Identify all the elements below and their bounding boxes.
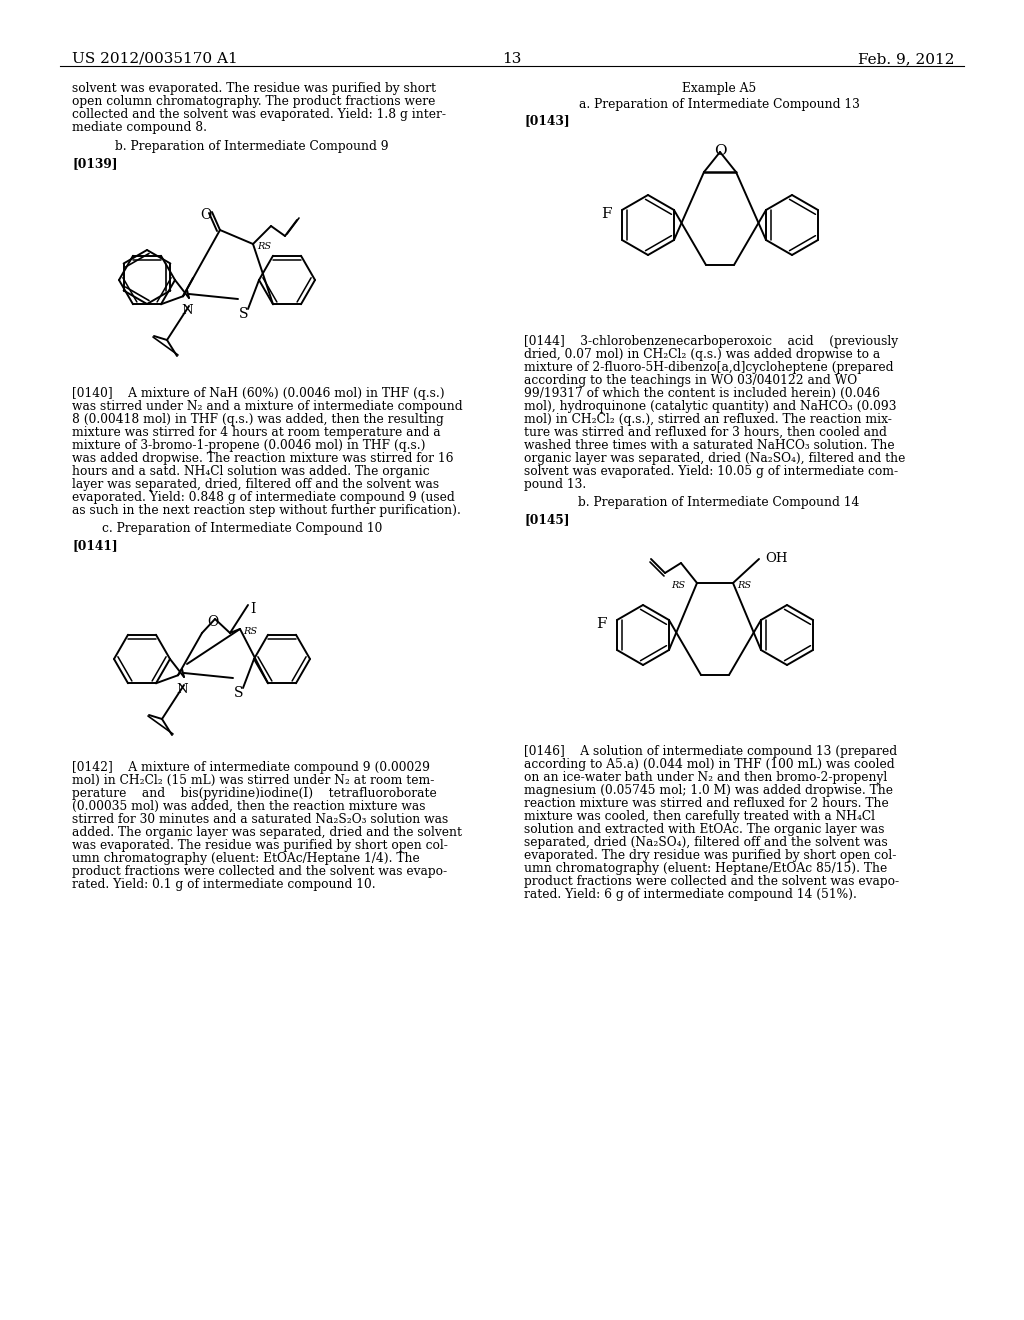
Text: 99/19317 of which the content is included herein) (0.046: 99/19317 of which the content is include… [524, 387, 880, 400]
Text: [0141]: [0141] [72, 539, 118, 552]
Text: a. Preparation of Intermediate Compound 13: a. Preparation of Intermediate Compound … [579, 98, 859, 111]
Text: product fractions were collected and the solvent was evapo-: product fractions were collected and the… [72, 865, 447, 878]
Text: RS: RS [243, 627, 257, 636]
Text: O: O [208, 615, 219, 630]
Text: was added dropwise. The reaction mixture was stirred for 16: was added dropwise. The reaction mixture… [72, 451, 454, 465]
Text: as such in the next reaction step without further purification).: as such in the next reaction step withou… [72, 504, 461, 517]
Text: [0145]: [0145] [524, 513, 569, 525]
Text: (0.00035 mol) was added, then the reaction mixture was: (0.00035 mol) was added, then the reacti… [72, 800, 426, 813]
Text: rated. Yield: 6 g of intermediate compound 14 (51%).: rated. Yield: 6 g of intermediate compou… [524, 888, 857, 902]
Text: b. Preparation of Intermediate Compound 14: b. Preparation of Intermediate Compound … [579, 496, 860, 510]
Text: O: O [201, 209, 212, 222]
Text: rated. Yield: 0.1 g of intermediate compound 10.: rated. Yield: 0.1 g of intermediate comp… [72, 878, 376, 891]
Text: solvent was evaporated. The residue was purified by short: solvent was evaporated. The residue was … [72, 82, 436, 95]
Text: O: O [714, 144, 726, 158]
Text: [0144]    3-chlorobenzenecarboperoxoic    acid    (previously: [0144] 3-chlorobenzenecarboperoxoic acid… [524, 335, 898, 348]
Text: F: F [601, 207, 611, 220]
Text: mol) in CH₂Cl₂ (q.s.), stirred an refluxed. The reaction mix-: mol) in CH₂Cl₂ (q.s.), stirred an reflux… [524, 413, 892, 426]
Text: mixture of 3-bromo-1-propene (0.0046 mol) in THF (q.s.): mixture of 3-bromo-1-propene (0.0046 mol… [72, 440, 426, 451]
Text: stirred for 30 minutes and a saturated Na₂S₂O₃ solution was: stirred for 30 minutes and a saturated N… [72, 813, 449, 826]
Text: solvent was evaporated. Yield: 10.05 g of intermediate com-: solvent was evaporated. Yield: 10.05 g o… [524, 465, 898, 478]
Text: according to the teachings in WO 03/040122 and WO: according to the teachings in WO 03/0401… [524, 374, 857, 387]
Text: product fractions were collected and the solvent was evapo-: product fractions were collected and the… [524, 875, 899, 888]
Text: N: N [181, 304, 193, 317]
Text: open column chromatography. The product fractions were: open column chromatography. The product … [72, 95, 435, 108]
Text: OH: OH [765, 552, 787, 565]
Text: 13: 13 [503, 51, 521, 66]
Text: was stirred under N₂ and a mixture of intermediate compound: was stirred under N₂ and a mixture of in… [72, 400, 463, 413]
Text: c. Preparation of Intermediate Compound 10: c. Preparation of Intermediate Compound … [101, 521, 382, 535]
Text: mol), hydroquinone (catalytic quantity) and NaHCO₃ (0.093: mol), hydroquinone (catalytic quantity) … [524, 400, 896, 413]
Text: hours and a satd. NH₄Cl solution was added. The organic: hours and a satd. NH₄Cl solution was add… [72, 465, 430, 478]
Text: F: F [596, 616, 606, 631]
Text: solution and extracted with EtOAc. The organic layer was: solution and extracted with EtOAc. The o… [524, 822, 885, 836]
Text: RS: RS [257, 242, 271, 251]
Text: US 2012/0035170 A1: US 2012/0035170 A1 [72, 51, 238, 66]
Text: collected and the solvent was evaporated. Yield: 1.8 g inter-: collected and the solvent was evaporated… [72, 108, 446, 121]
Text: Feb. 9, 2012: Feb. 9, 2012 [858, 51, 955, 66]
Text: [0140]    A mixture of NaH (60%) (0.0046 mol) in THF (q.s.): [0140] A mixture of NaH (60%) (0.0046 mo… [72, 387, 444, 400]
Text: mixture was stirred for 4 hours at room temperature and a: mixture was stirred for 4 hours at room … [72, 426, 440, 440]
Text: magnesium (0.05745 mol; 1.0 M) was added dropwise. The: magnesium (0.05745 mol; 1.0 M) was added… [524, 784, 893, 797]
Text: [0139]: [0139] [72, 157, 118, 170]
Text: on an ice-water bath under N₂ and then bromo-2-propenyl: on an ice-water bath under N₂ and then b… [524, 771, 887, 784]
Text: umn chromatography (eluent: EtOAc/Heptane 1/4). The: umn chromatography (eluent: EtOAc/Heptan… [72, 851, 420, 865]
Text: RS: RS [737, 581, 751, 590]
Text: dried, 0.07 mol) in CH₂Cl₂ (q.s.) was added dropwise to a: dried, 0.07 mol) in CH₂Cl₂ (q.s.) was ad… [524, 348, 881, 360]
Text: mol) in CH₂Cl₂ (15 mL) was stirred under N₂ at room tem-: mol) in CH₂Cl₂ (15 mL) was stirred under… [72, 774, 434, 787]
Text: evaporated. Yield: 0.848 g of intermediate compound 9 (used: evaporated. Yield: 0.848 g of intermedia… [72, 491, 455, 504]
Text: b. Preparation of Intermediate Compound 9: b. Preparation of Intermediate Compound … [115, 140, 389, 153]
Text: separated, dried (Na₂SO₄), filtered off and the solvent was: separated, dried (Na₂SO₄), filtered off … [524, 836, 888, 849]
Text: S: S [234, 686, 244, 700]
Text: evaporated. The dry residue was purified by short open col-: evaporated. The dry residue was purified… [524, 849, 896, 862]
Text: N: N [176, 682, 187, 696]
Text: [0143]: [0143] [524, 114, 569, 127]
Text: according to A5.a) (0.044 mol) in THF (100 mL) was cooled: according to A5.a) (0.044 mol) in THF (1… [524, 758, 895, 771]
Text: washed three times with a saturated NaHCO₃ solution. The: washed three times with a saturated NaHC… [524, 440, 895, 451]
Text: organic layer was separated, dried (Na₂SO₄), filtered and the: organic layer was separated, dried (Na₂S… [524, 451, 905, 465]
Text: umn chromatography (eluent: Heptane/EtOAc 85/15). The: umn chromatography (eluent: Heptane/EtOA… [524, 862, 887, 875]
Text: RS: RS [671, 581, 685, 590]
Text: mediate compound 8.: mediate compound 8. [72, 121, 207, 135]
Text: perature    and    bis(pyridine)iodine(I)    tetrafluoroborate: perature and bis(pyridine)iodine(I) tetr… [72, 787, 437, 800]
Text: pound 13.: pound 13. [524, 478, 587, 491]
Text: I: I [250, 602, 255, 616]
Text: reaction mixture was stirred and refluxed for 2 hours. The: reaction mixture was stirred and refluxe… [524, 797, 889, 810]
Text: ture was stirred and refluxed for 3 hours, then cooled and: ture was stirred and refluxed for 3 hour… [524, 426, 887, 440]
Text: 8 (0.00418 mol) in THF (q.s.) was added, then the resulting: 8 (0.00418 mol) in THF (q.s.) was added,… [72, 413, 443, 426]
Text: added. The organic layer was separated, dried and the solvent: added. The organic layer was separated, … [72, 826, 462, 840]
Text: Example A5: Example A5 [682, 82, 756, 95]
Text: was evaporated. The residue was purified by short open col-: was evaporated. The residue was purified… [72, 840, 447, 851]
Text: [0142]    A mixture of intermediate compound 9 (0.00029: [0142] A mixture of intermediate compoun… [72, 762, 430, 774]
Text: layer was separated, dried, filtered off and the solvent was: layer was separated, dried, filtered off… [72, 478, 439, 491]
Text: [0146]    A solution of intermediate compound 13 (prepared: [0146] A solution of intermediate compou… [524, 744, 897, 758]
Text: mixture was cooled, then carefully treated with a NH₄Cl: mixture was cooled, then carefully treat… [524, 810, 874, 822]
Text: S: S [240, 308, 249, 321]
Text: mixture of 2-fluoro-5H-dibenzo[a,d]cycloheptene (prepared: mixture of 2-fluoro-5H-dibenzo[a,d]cyclo… [524, 360, 894, 374]
